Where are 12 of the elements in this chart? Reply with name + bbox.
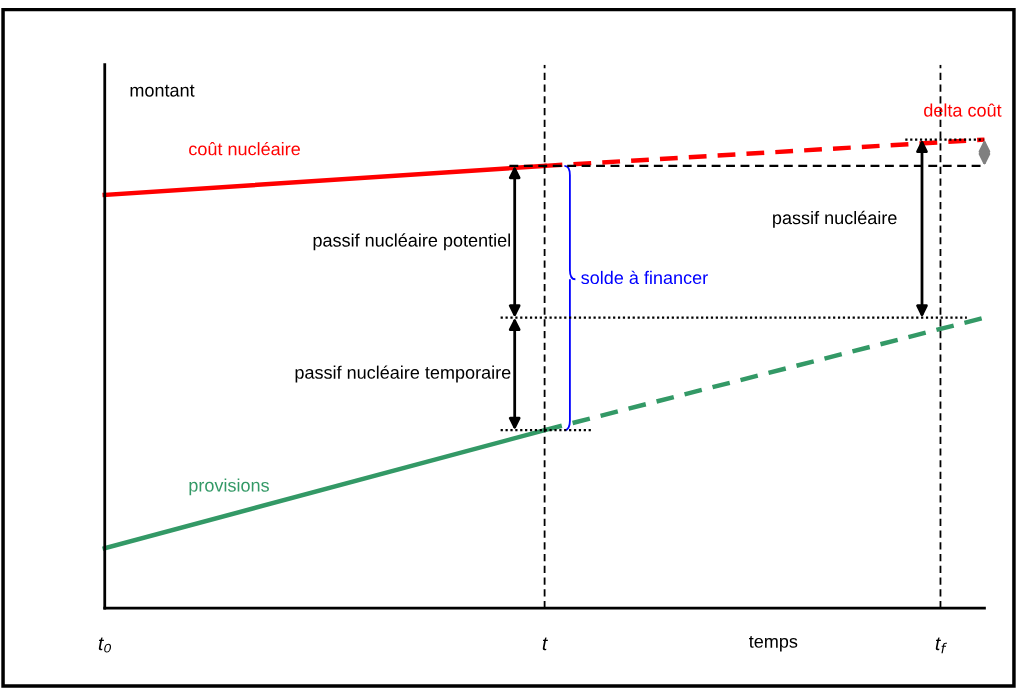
x-tick-label: t bbox=[542, 637, 548, 651]
x-axis-title: temps bbox=[749, 635, 798, 652]
x-tick-label: t₀ bbox=[98, 637, 112, 653]
series-label: provisions bbox=[189, 478, 269, 496]
text: delta coût bbox=[924, 103, 1002, 117]
x-tick-label: t$_{f}$ bbox=[935, 637, 948, 654]
annotation: solde à financer bbox=[581, 270, 708, 285]
annotation: passif nucléaire temporaire bbox=[295, 365, 511, 383]
series-label: coût nucléaire bbox=[189, 141, 300, 156]
y-axis-title: montant bbox=[130, 84, 195, 97]
annotation: passif nucléaire potentiel bbox=[313, 233, 510, 251]
annotation: passif nucléaire bbox=[773, 210, 897, 228]
